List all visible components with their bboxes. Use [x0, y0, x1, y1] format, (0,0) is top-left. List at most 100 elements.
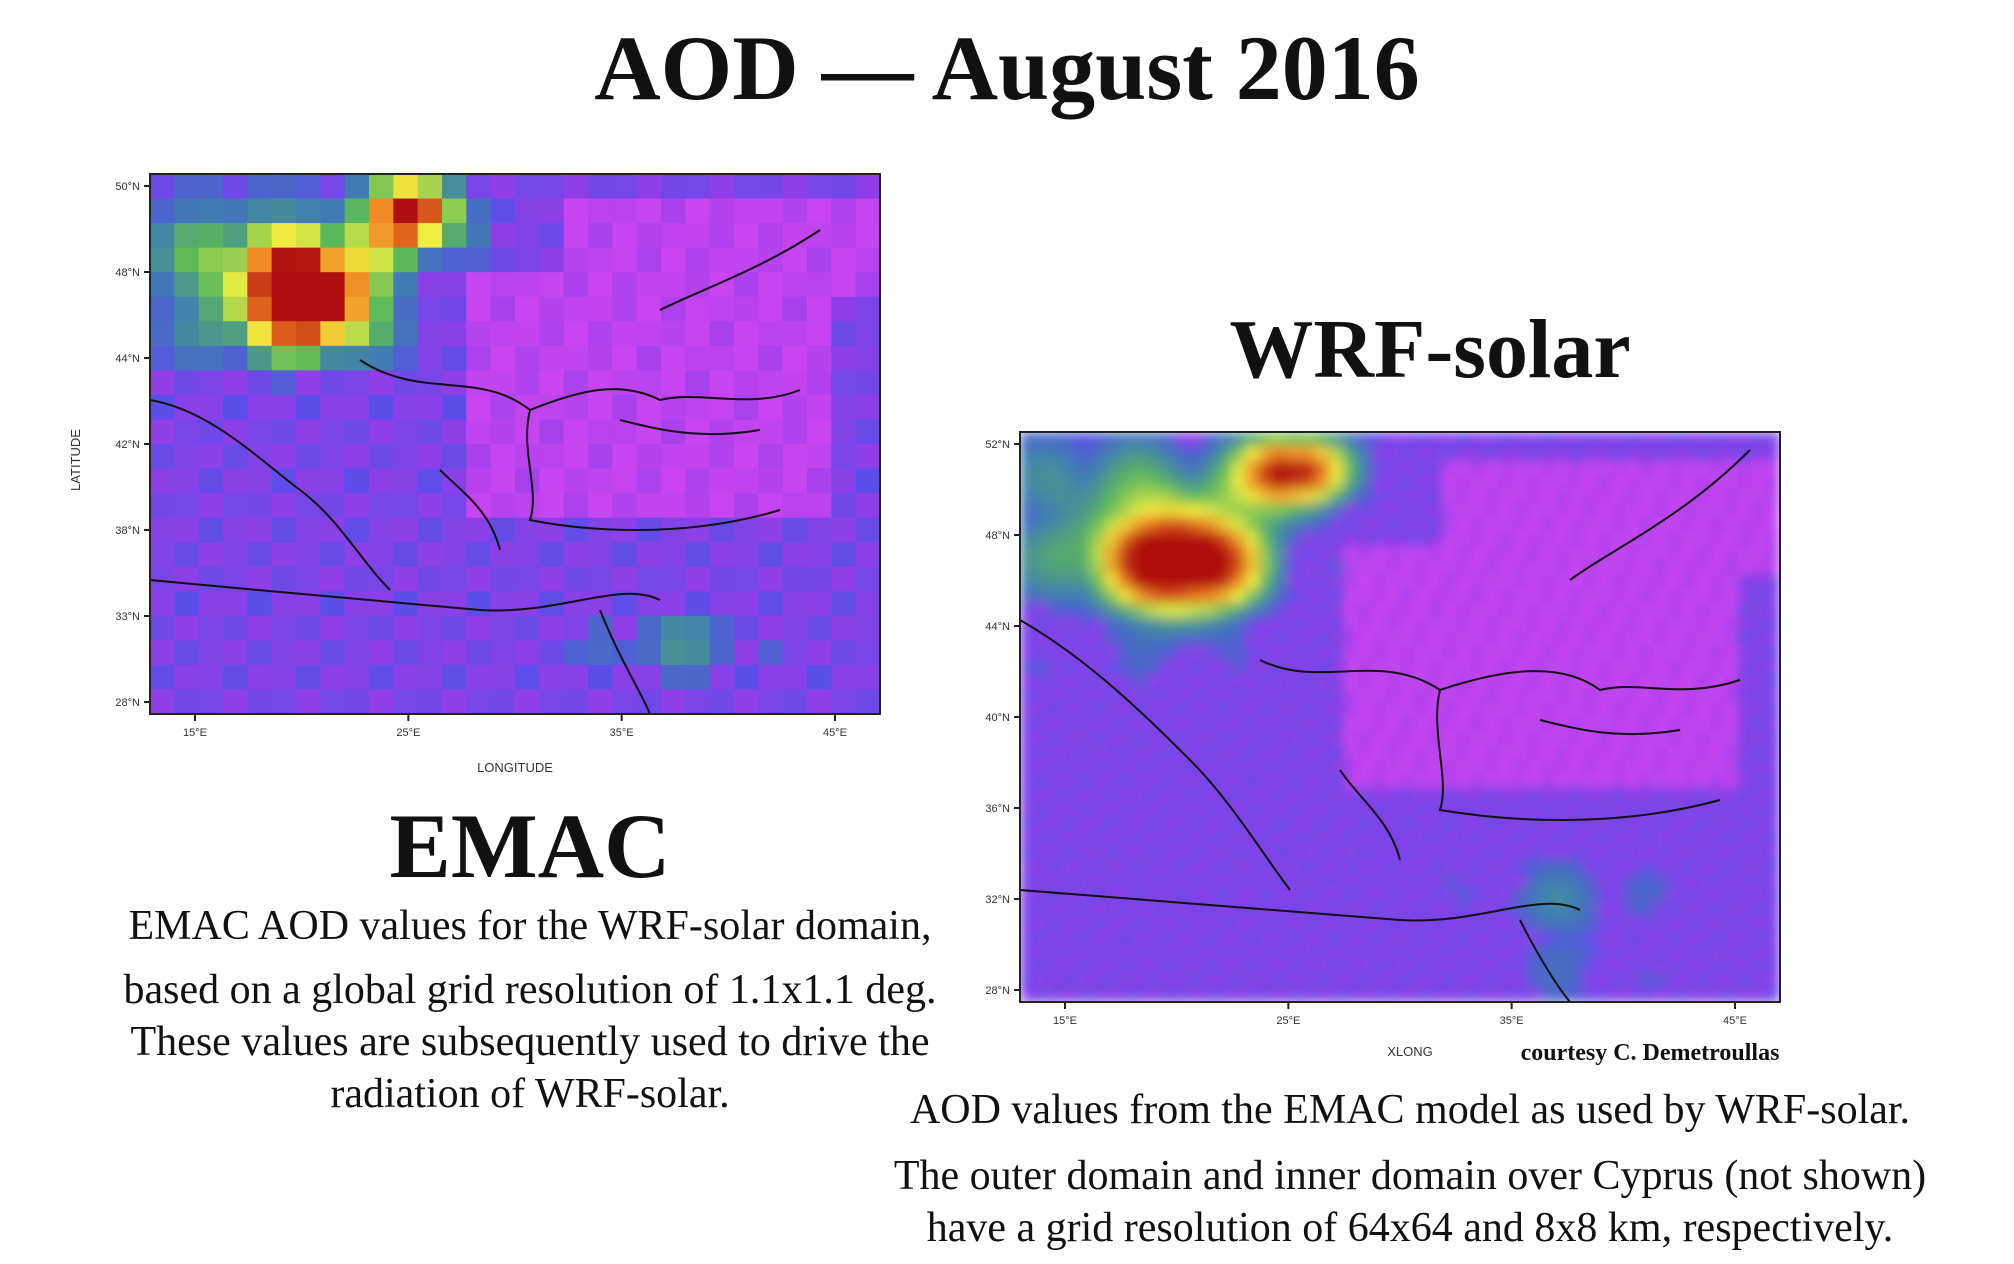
- aod-cell: [1695, 717, 1711, 732]
- aod-cell: [271, 542, 297, 568]
- aod-cell: [1751, 831, 1767, 846]
- aod-cell: [1062, 617, 1077, 633]
- aod-cell: [1709, 546, 1725, 561]
- aod-cell: [1020, 460, 1035, 476]
- aod-cell: [539, 468, 565, 494]
- aod-cell: [1315, 603, 1331, 618]
- aod-cell: [1090, 945, 1106, 960]
- aod-cell: [1259, 845, 1274, 861]
- aod-cell: [588, 640, 613, 666]
- aod-cell: [1737, 831, 1753, 846]
- aod-cell: [1751, 503, 1767, 519]
- aod-cell: [1611, 574, 1626, 590]
- aod-cell: [1526, 560, 1542, 576]
- aod-cell: [636, 272, 662, 298]
- aod-cell: [1076, 674, 1091, 690]
- aod-cell: [1597, 774, 1612, 789]
- aod-cell: [1245, 845, 1260, 861]
- aod-cell: [1160, 489, 1176, 504]
- aod-cell: [466, 640, 492, 666]
- aod-cell: [1034, 588, 1049, 604]
- aod-cell: [1723, 546, 1739, 561]
- aod-cell: [369, 272, 394, 298]
- aod-cell: [490, 247, 516, 273]
- aod-cell: [344, 640, 370, 666]
- aod-cell: [1470, 873, 1486, 889]
- aod-cell: [1400, 888, 1415, 903]
- aod-cell: [466, 247, 492, 273]
- aod-cell: [1540, 603, 1556, 618]
- aod-cell: [1695, 660, 1711, 675]
- aod-cell: [734, 223, 759, 249]
- aod-cell: [369, 493, 394, 519]
- aod-cell: [490, 223, 516, 249]
- aod-cell: [1723, 660, 1739, 675]
- aod-cell: [709, 566, 735, 592]
- aod-cell: [1357, 446, 1373, 462]
- aod-cell: [1681, 945, 1697, 960]
- aod-cell: [1287, 517, 1303, 533]
- aod-cell: [1048, 831, 1063, 846]
- aod-cell: [1160, 987, 1176, 1002]
- aod-cell: [442, 321, 467, 347]
- aod-cell: [1653, 759, 1669, 775]
- aod-cell: [1737, 702, 1753, 718]
- aod-cell: [1456, 460, 1471, 476]
- aod-cell: [150, 247, 175, 273]
- aod-cell: [1259, 774, 1274, 789]
- x-tick-label: 35°E: [1500, 1015, 1524, 1027]
- aod-cell: [150, 640, 175, 666]
- aod-cell: [1118, 831, 1134, 846]
- aod-cell: [1174, 888, 1190, 903]
- aod-cell: [1188, 688, 1204, 704]
- aod-cell: [1048, 845, 1063, 861]
- aod-cell: [1301, 973, 1317, 989]
- aod-cell: [1512, 432, 1528, 447]
- aod-cell: [1709, 460, 1725, 476]
- aod-cell: [1076, 489, 1091, 504]
- aod-cell: [1343, 987, 1359, 1002]
- emac-y-axis-label: LATITUDE: [68, 429, 83, 491]
- aod-cell: [442, 394, 467, 421]
- aod-cell: [1428, 930, 1443, 946]
- aod-cell: [1259, 446, 1274, 462]
- aod-cell: [1357, 645, 1373, 661]
- emac-axes: 50°N48°N44°N42°N38°N33°N28°N15°E 25°E 35°E…: [115, 181, 847, 739]
- aod-cell: [588, 345, 613, 371]
- aod-cell: [1245, 489, 1260, 504]
- aod-cell: [1132, 816, 1148, 832]
- aod-cell: [1371, 731, 1387, 747]
- aod-cell: [1400, 617, 1415, 633]
- aod-cell: [271, 174, 297, 200]
- aod-cell: [1118, 688, 1134, 704]
- aod-cell: [855, 493, 880, 519]
- aod-cell: [1611, 816, 1626, 832]
- aod-cell: [417, 419, 443, 445]
- aod-cell: [1442, 816, 1457, 832]
- aod-cell: [807, 345, 832, 371]
- aod-cell: [466, 615, 492, 641]
- aod-cell: [1400, 774, 1415, 789]
- aod-cell: [1484, 645, 1500, 661]
- aod-cell: [1765, 816, 1780, 832]
- aod-cell: [1625, 802, 1640, 818]
- y-tick-label: 48°N: [115, 267, 140, 279]
- aod-cell: [1512, 888, 1528, 903]
- aod-cell: [1597, 759, 1612, 775]
- aod-cell: [831, 272, 857, 298]
- aod-cell: [1076, 432, 1091, 447]
- aod-cell: [1568, 688, 1584, 704]
- aod-cell: [1414, 745, 1429, 761]
- aod-cell: [1090, 973, 1106, 989]
- aod-cell: [1245, 873, 1260, 889]
- aod-cell: [417, 689, 443, 714]
- aod-cell: [1498, 873, 1514, 889]
- aod-cell: [1568, 517, 1584, 533]
- aod-cell: [1034, 802, 1049, 818]
- aod-cell: [393, 223, 419, 249]
- aod-cell: [612, 223, 638, 249]
- aod-cell: [1400, 788, 1415, 804]
- aod-cell: [344, 272, 370, 298]
- aod-cell: [831, 198, 857, 224]
- aod-cell: [1582, 645, 1598, 661]
